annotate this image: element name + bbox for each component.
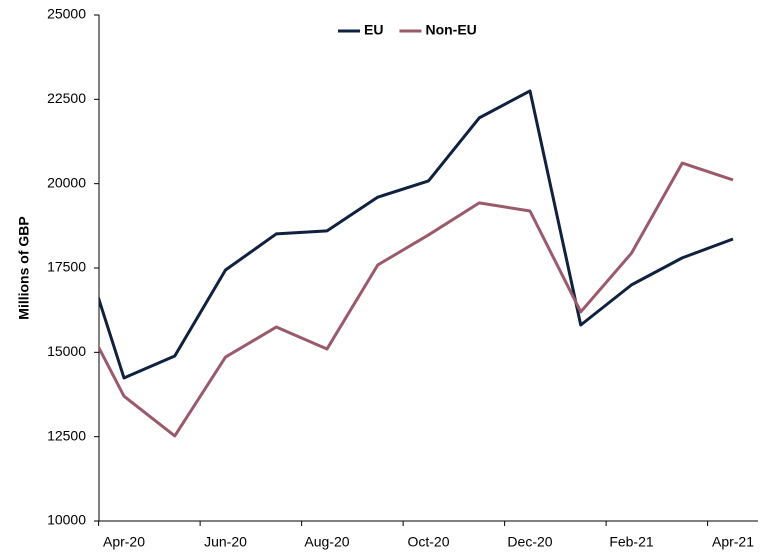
y-tick-label: 25000: [47, 6, 86, 22]
y-tick-label: 12500: [47, 427, 86, 443]
x-tick-label: Oct-20: [407, 534, 449, 550]
plot-area: [99, 89, 734, 438]
x-tick-label: Apr-20: [103, 534, 145, 550]
y-tick-label: 20000: [47, 174, 86, 190]
x-tick-label: Apr-21: [712, 534, 754, 550]
y-tick-label: 15000: [47, 343, 86, 359]
x-tick-label: Jun-20: [204, 534, 247, 550]
x-tick-label: Feb-21: [609, 534, 654, 550]
series-line: [99, 161, 734, 438]
legend-label: Non-EU: [425, 22, 476, 38]
series-line: [99, 89, 734, 380]
y-tick-label: 10000: [47, 512, 86, 528]
y-tick-label: 17500: [47, 259, 86, 275]
legend-label: EU: [364, 22, 383, 38]
x-tick-label: Dec-20: [507, 534, 552, 550]
y-tick-label: 22500: [47, 90, 86, 106]
y-axis-label: Millions of GBP: [16, 216, 32, 319]
x-tick-label: Aug-20: [304, 534, 349, 550]
